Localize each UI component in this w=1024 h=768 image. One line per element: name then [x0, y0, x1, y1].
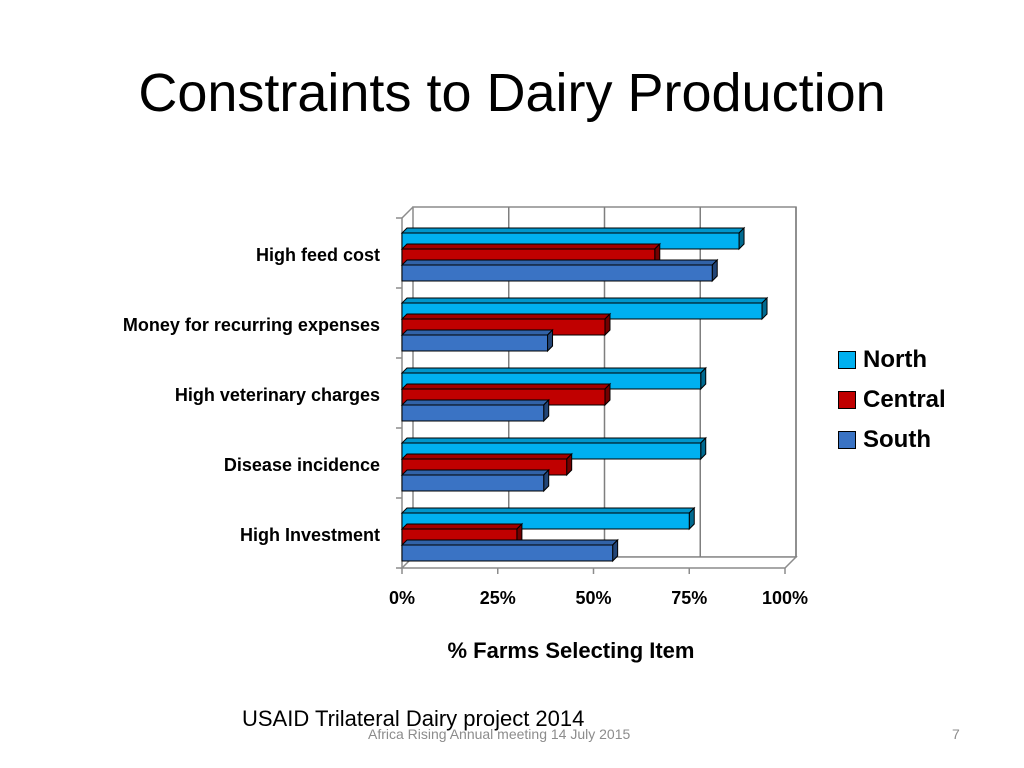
x-tick-label: 50% — [575, 588, 611, 608]
legend-swatch-central — [838, 391, 856, 409]
legend-label-south: South — [863, 426, 931, 453]
bar-south — [401, 474, 545, 492]
source-note: USAID Trilateral Dairy project 2014 — [242, 706, 585, 731]
footer-text: Africa Rising Annual meeting 14 July 201… — [368, 726, 631, 742]
bar-top-central — [400, 523, 524, 530]
category-label: High Investment — [240, 525, 380, 545]
page-number: 7 — [952, 726, 960, 742]
bar-top-central — [400, 313, 612, 320]
plot-corner-edge — [401, 206, 414, 219]
bar-south — [401, 334, 549, 352]
bar-top-central — [400, 383, 612, 390]
x-tick-label: 75% — [671, 588, 707, 608]
bar-top-central — [400, 243, 661, 250]
bar-top-south — [400, 469, 550, 476]
legend-item-north: North — [838, 340, 946, 380]
bar-top-central — [400, 453, 573, 460]
bar-top-south — [400, 259, 719, 266]
legend-label-central: Central — [863, 386, 946, 413]
legend-item-central: Central — [838, 380, 946, 420]
category-label: High veterinary charges — [175, 385, 380, 405]
bar-top-north — [400, 227, 746, 234]
bar-south — [401, 544, 614, 562]
legend-swatch-north — [838, 351, 856, 369]
bar-top-north — [400, 367, 707, 374]
bar-chart: 0% 25% 50% 75% 100% High feed cost Money for r… — [123, 206, 808, 663]
slide-title: Constraints to Dairy Production — [138, 63, 886, 123]
x-tick-label: 25% — [480, 588, 516, 608]
x-tick-label: 100% — [762, 588, 808, 608]
category-label: Money for recurring expenses — [123, 315, 380, 335]
x-tick-label: 0% — [389, 588, 415, 608]
legend-swatch-south — [838, 431, 856, 449]
legend-item-south: South — [838, 420, 946, 460]
bar-top-south — [400, 329, 554, 336]
category-label: Disease incidence — [224, 455, 380, 475]
bar-south — [401, 264, 713, 282]
bar-top-north — [400, 437, 707, 444]
category-label: High feed cost — [256, 245, 380, 265]
bar-top-south — [400, 539, 619, 546]
x-axis-title: % Farms Selecting Item — [448, 638, 695, 663]
legend-label-north: North — [863, 346, 927, 373]
bar-top-south — [400, 399, 550, 406]
chart-legend: North Central South — [838, 340, 946, 460]
bar-south — [401, 404, 545, 422]
bar-top-north — [400, 507, 696, 514]
bar-top-north — [400, 297, 769, 304]
